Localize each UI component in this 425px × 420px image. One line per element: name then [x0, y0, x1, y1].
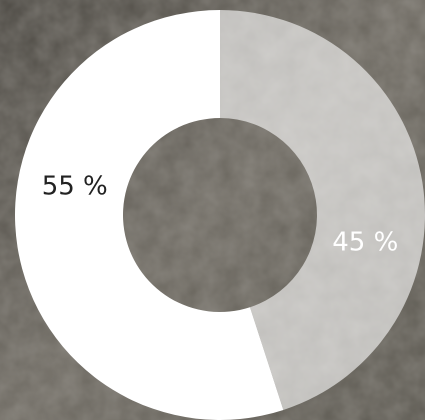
- segment-label: 45 %: [332, 228, 398, 258]
- donut-segment: [15, 10, 284, 420]
- donut: 45 % 55 %: [15, 10, 425, 420]
- donut-segment: [220, 10, 425, 410]
- segment-label: 55 %: [42, 171, 108, 201]
